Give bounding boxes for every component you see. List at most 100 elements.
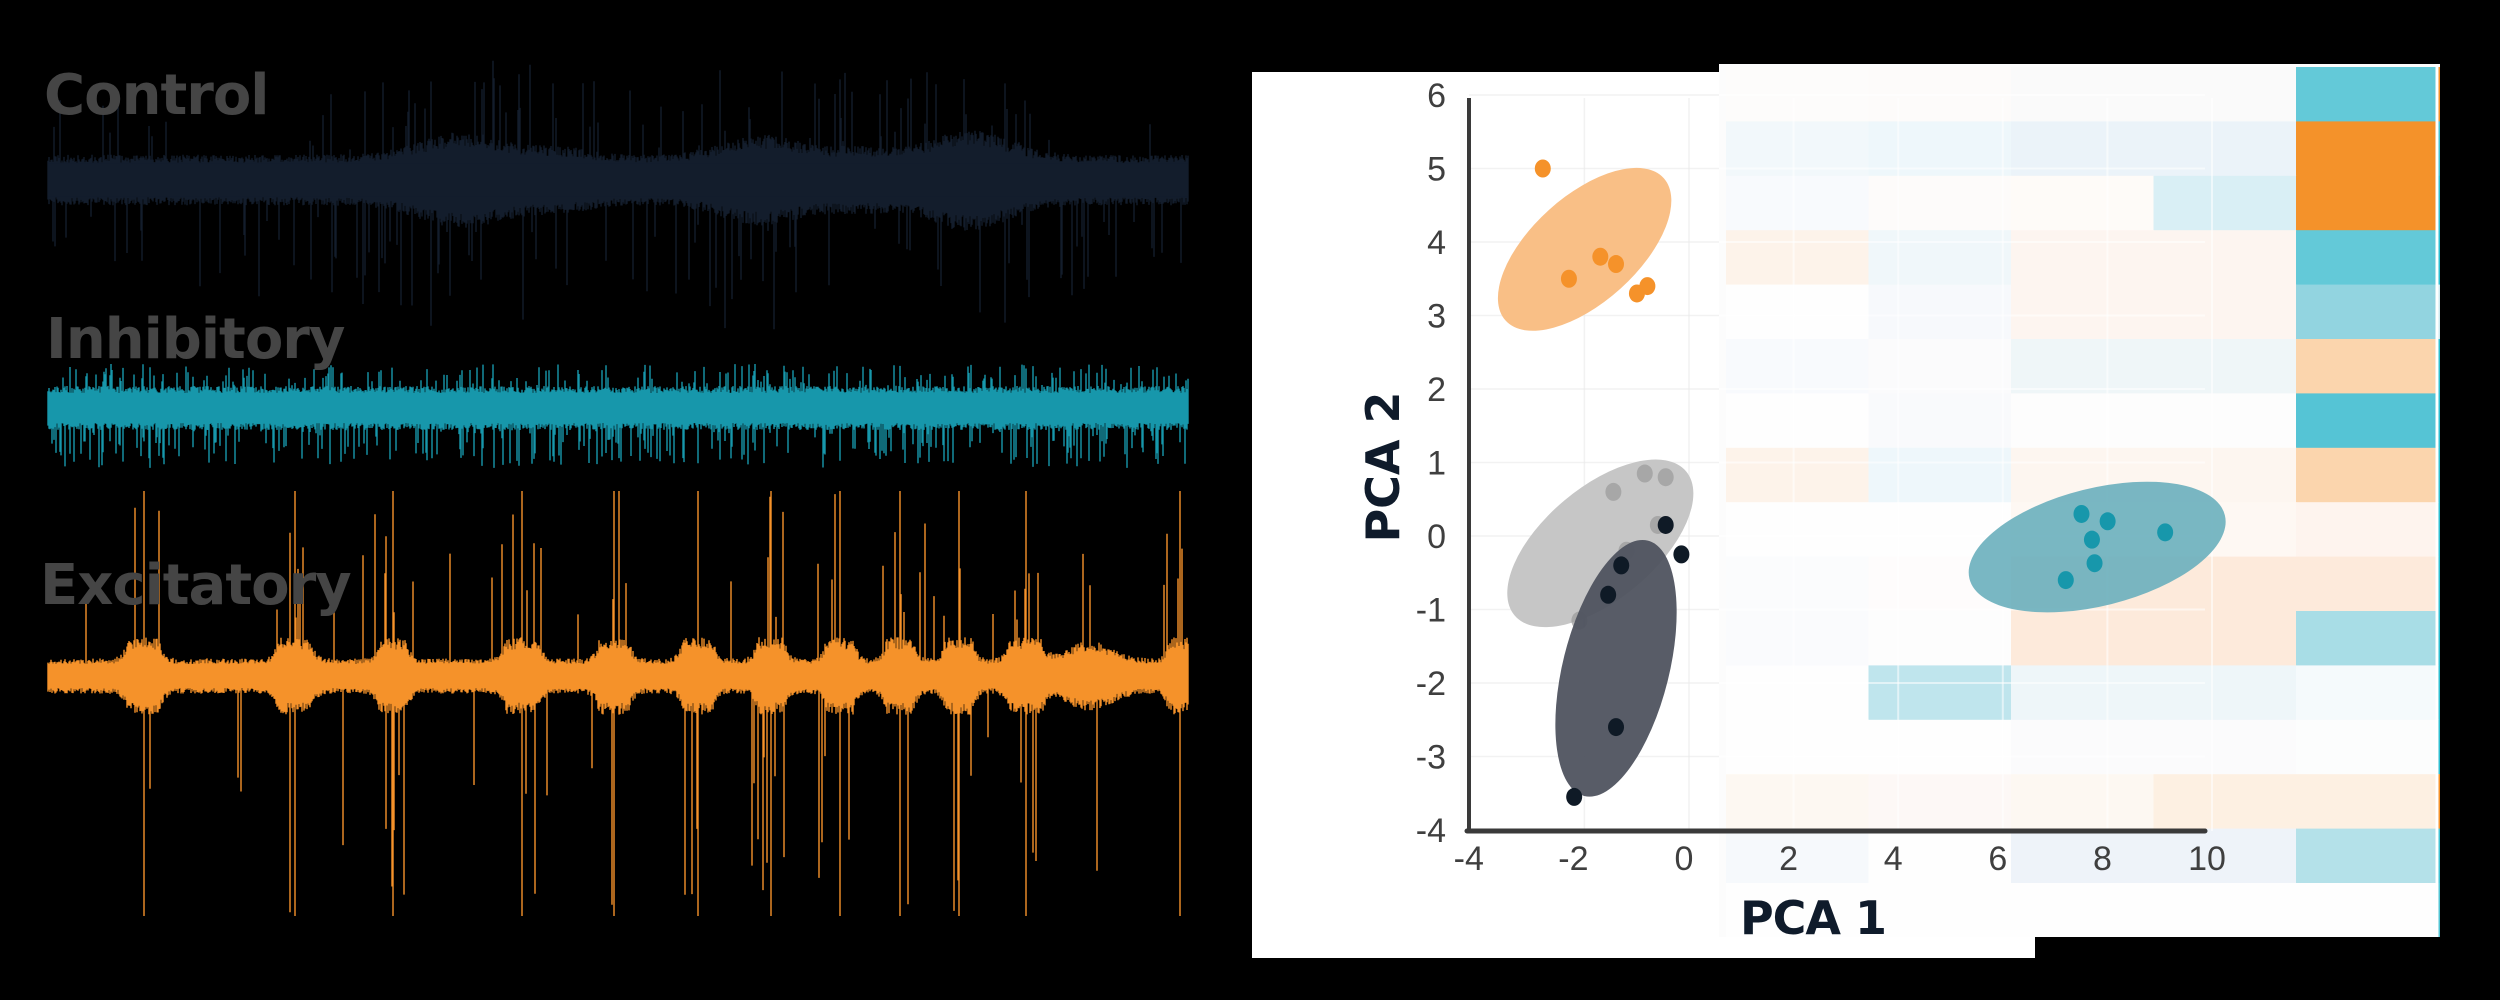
heatmap-cell [1726,665,1869,721]
data-point [2086,554,2103,573]
heatmap-cell [1868,774,2012,830]
heatmap-cell [1726,556,1869,612]
data-point [1608,255,1625,274]
heatmap-cell [1868,339,2012,394]
trace-inhibitory [47,364,1189,468]
svg-text:0: 0 [1675,840,1694,878]
heatmap-cell [1726,447,1869,503]
heatmap-cell [2438,175,2440,231]
heatmap-cell [1726,502,1869,558]
heatmap-cell [2011,611,2154,666]
heatmap-cell [2153,828,2297,884]
heatmap-cell [2296,502,2439,558]
heatmap-cell [2296,828,2439,884]
data-point [1560,269,1577,288]
heatmap-cell [2296,393,2439,449]
data-point [1639,277,1656,296]
data-point [2057,571,2074,590]
heatmap-cell [1868,883,2012,937]
heatmap-cell [2438,502,2440,558]
inhibitory-label: Inhibitory [46,307,345,372]
data-point [1592,247,1609,266]
heatmap-cell [1868,828,2012,884]
svg-text:2: 2 [1427,371,1446,409]
data-point [1608,718,1625,737]
heatmap-cell [1726,393,1869,449]
heatmap-cell [2011,774,2154,830]
heatmap-cell [2296,284,2439,340]
data-point [1673,545,1690,564]
data-point [1657,468,1674,487]
svg-text:-2: -2 [1416,665,1446,703]
data-point [1605,482,1622,501]
svg-text:-4: -4 [1416,812,1446,850]
svg-text:6: 6 [1427,77,1446,115]
cluster-excitatory [1497,159,1672,331]
heatmap-cell [2438,883,2440,937]
heatmap-cell [1868,230,2012,286]
data-point [1636,464,1653,483]
heatmap-cell [2296,883,2439,937]
heatmap-cell [1726,175,1869,231]
heatmap-cell [2438,121,2440,177]
data-point [2099,512,2116,531]
heatmap-cell [2438,719,2440,775]
svg-text:-2: -2 [1558,840,1588,878]
cluster-ellipse [1507,459,1694,628]
heatmap-cell [2296,774,2439,830]
data-point [2157,523,2174,542]
excitatory-label: Excitatory [40,553,352,618]
heatmap-cell [2296,556,2439,612]
heatmap-cell [2296,447,2439,503]
heatmap-cell [2011,339,2154,394]
heatmap-cell [1726,774,1869,830]
data-point [1534,159,1551,178]
svg-text:4: 4 [1427,224,1446,262]
heatmap-cell [1726,883,1869,937]
heatmap-cell [2153,665,2297,721]
heatmap-cell [1868,665,2012,721]
data-point [2083,530,2100,549]
heatmap-cell [2438,393,2440,449]
heatmap-cell [2153,121,2297,177]
svg-text:1: 1 [1427,445,1446,483]
heatmap-cell [1868,719,2012,775]
heatmap-cell [1726,828,1869,884]
heatmap-cell [1726,611,1869,666]
svg-text:-3: -3 [1416,739,1446,777]
heatmap-cell [2153,719,2297,775]
y-axis-title: PCA 2 [1356,391,1410,543]
heatmap-cell [2011,230,2154,286]
cluster-control-dark [1555,515,1690,806]
data-point [1613,556,1630,575]
heatmap-cell [2438,665,2440,721]
heatmap-cell [2438,611,2440,666]
svg-text:-1: -1 [1416,592,1446,630]
heatmap-cell [2153,611,2297,666]
heatmap-cell [1868,284,2012,340]
heatmap-cell [2011,284,2154,340]
cluster-ellipse [1968,481,2226,613]
svg-text:0: 0 [1427,518,1446,556]
heatmap-cell [2438,230,2440,286]
heatmap-cell [2153,393,2297,449]
heatmap-cell [2153,284,2297,340]
heatmap-cell [1868,447,2012,503]
svg-text:5: 5 [1427,151,1446,189]
heatmap-cell [2438,339,2440,394]
heatmap-cell [2438,774,2440,830]
cluster-inhibitory [1968,481,2226,613]
x-axis-title: PCA 1 [1739,891,1887,945]
data-point [1566,787,1583,806]
svg-text:8: 8 [2093,840,2112,878]
heatmap-cell [2153,230,2297,286]
heatmap-cell [1726,121,1869,177]
heatmap-cell [2296,719,2439,775]
heatmap-cell [2438,67,2440,122]
svg-text:10: 10 [2188,840,2226,878]
svg-text:-4: -4 [1454,840,1484,878]
heatmap-cell [2153,339,2297,394]
heatmap-cell [2011,828,2154,884]
heatmap-cell [2296,230,2439,286]
